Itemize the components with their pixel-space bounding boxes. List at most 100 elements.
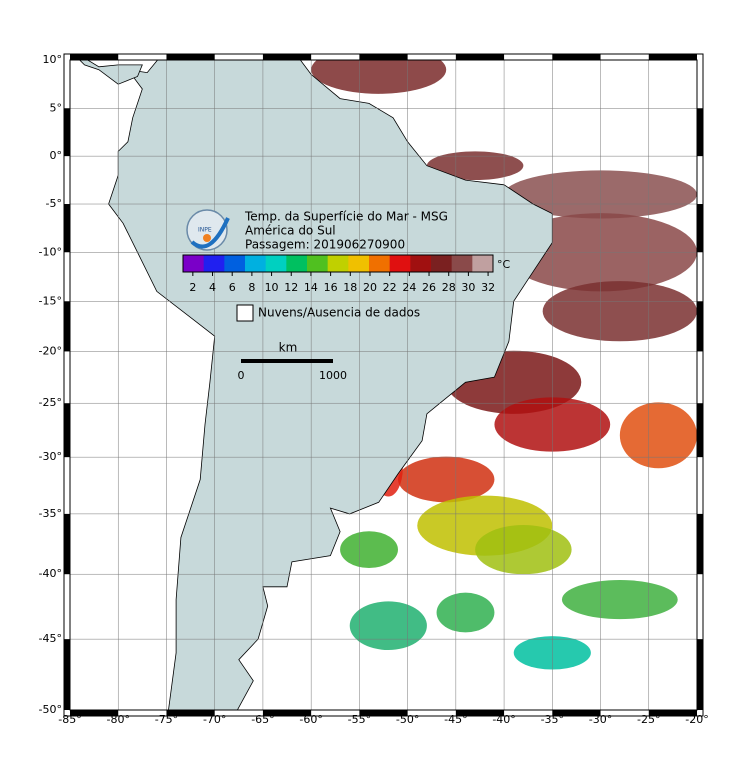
x-tick-label: -50° xyxy=(396,713,419,726)
y-tick-label: -25° xyxy=(39,396,62,409)
colorbar-swatch xyxy=(389,255,411,272)
frame-segment xyxy=(697,513,703,575)
frame-segment xyxy=(64,108,70,157)
scale-bar xyxy=(241,359,333,363)
sst-patch xyxy=(619,402,697,469)
colorbar-swatch xyxy=(203,255,225,272)
colorbar-swatch xyxy=(286,255,308,272)
colorbar-swatch xyxy=(431,255,453,272)
x-tick-label: -40° xyxy=(492,713,515,726)
frame-segment xyxy=(697,204,703,253)
sst-patch xyxy=(542,281,697,342)
colorbar-swatch xyxy=(472,255,494,272)
frame-segment xyxy=(648,54,697,60)
scale-unit: km xyxy=(279,341,298,355)
logo-dot xyxy=(203,234,211,242)
sst-patch xyxy=(426,151,524,181)
colorbar-frame xyxy=(182,254,494,273)
frame-segment xyxy=(64,204,70,253)
frame-segment xyxy=(455,54,505,60)
frame-segment xyxy=(697,403,703,458)
colorbar-tick-label: 4 xyxy=(209,281,216,294)
y-tick-label: -50° xyxy=(39,703,62,716)
frame-segment xyxy=(359,54,408,60)
y-tick-label: -20° xyxy=(39,344,62,357)
sst-patch xyxy=(349,601,427,651)
colorbar-tick-label: 26 xyxy=(422,281,436,294)
sst-patch xyxy=(311,60,447,94)
logo-text: INPE xyxy=(198,227,212,234)
title-line: América do Sul xyxy=(245,224,336,238)
title-line: Temp. da Superfície do Mar - MSG xyxy=(244,210,448,224)
frame-segment xyxy=(262,54,312,60)
x-tick-label: -30° xyxy=(589,713,612,726)
frame-segment xyxy=(70,54,119,60)
frame-segment xyxy=(697,108,703,157)
colorbar: 2 4 6 8 10 12 14 16 18 20 22 24 26 28 30 32 xyxy=(182,254,495,294)
colorbar-swatch xyxy=(224,255,246,272)
legend-label: Nuvens/Ausencia de dados xyxy=(258,306,420,320)
colorbar-tick-label: 20 xyxy=(363,281,377,294)
sst-patch xyxy=(561,580,678,620)
frame xyxy=(63,53,704,717)
frame-segment xyxy=(262,710,312,716)
frame-segment xyxy=(166,54,215,60)
frame-segment xyxy=(359,710,408,716)
colorbar-tick-label: 6 xyxy=(229,281,236,294)
legend-swatch xyxy=(236,304,254,322)
colorbar-swatch xyxy=(410,255,432,272)
frame-segment xyxy=(64,513,70,575)
colorbar-tick-label: 28 xyxy=(442,281,456,294)
colorbar-tick-label: 2 xyxy=(189,281,196,294)
map-layers xyxy=(70,60,697,710)
sst-patch xyxy=(397,456,495,503)
colorbar-tick-label: 12 xyxy=(284,281,298,294)
x-tick-label: -60° xyxy=(299,713,322,726)
y-tick-label: -40° xyxy=(39,567,62,580)
frame-segment xyxy=(166,710,215,716)
y-tick-label: -30° xyxy=(39,450,62,463)
y-tick-label: 5° xyxy=(50,101,63,114)
colorbar-tick-label: 16 xyxy=(324,281,338,294)
sst-patch xyxy=(340,531,398,568)
y-tick-label: 10° xyxy=(43,53,63,66)
y-tick-label: 0° xyxy=(50,149,63,162)
y-tick-label: -45° xyxy=(39,632,62,645)
frame-segment xyxy=(697,639,703,710)
frame-inner xyxy=(69,59,698,711)
land xyxy=(79,60,143,85)
colorbar-tick-label: 10 xyxy=(265,281,279,294)
colorbar-swatch xyxy=(265,255,287,272)
scale-label: 1000 xyxy=(319,369,347,382)
colorbar-tick-label: 8 xyxy=(248,281,255,294)
colorbar-tick-label: 24 xyxy=(402,281,416,294)
colorbar-tick-label: 18 xyxy=(343,281,357,294)
colorbar-swatch xyxy=(245,255,267,272)
x-tick-label: -70° xyxy=(203,713,226,726)
frame-segment xyxy=(70,710,119,716)
colorbar-swatch xyxy=(451,255,473,272)
x-tick-label: -20° xyxy=(685,713,708,726)
frame-segment xyxy=(64,301,70,352)
frame-segment xyxy=(648,710,697,716)
y-tick-label: -35° xyxy=(39,507,62,520)
colorbar-tick-label: 32 xyxy=(481,281,495,294)
colorbar-tick-label: 14 xyxy=(304,281,318,294)
overlay: INPE Temp. da Superfície do Mar - MSG Am… xyxy=(182,209,511,382)
y-tick-label: -10° xyxy=(39,245,62,258)
y-tick-label: -5° xyxy=(46,197,62,210)
colorbar-swatch xyxy=(327,255,349,272)
colorbar-swatch xyxy=(369,255,391,272)
frame-segment xyxy=(455,710,505,716)
scale-label: 0 xyxy=(238,369,245,382)
frame-segment xyxy=(64,403,70,458)
x-tick-label: -80° xyxy=(106,713,129,726)
colorbar-tick-label: 30 xyxy=(461,281,475,294)
sst-patch xyxy=(475,524,572,575)
colorbar-swatch xyxy=(348,255,370,272)
logo-arc xyxy=(190,217,230,249)
title-line: Passagem: 201906270900 xyxy=(245,238,405,252)
colorbar-swatch xyxy=(183,255,205,272)
frame-segment xyxy=(697,301,703,352)
